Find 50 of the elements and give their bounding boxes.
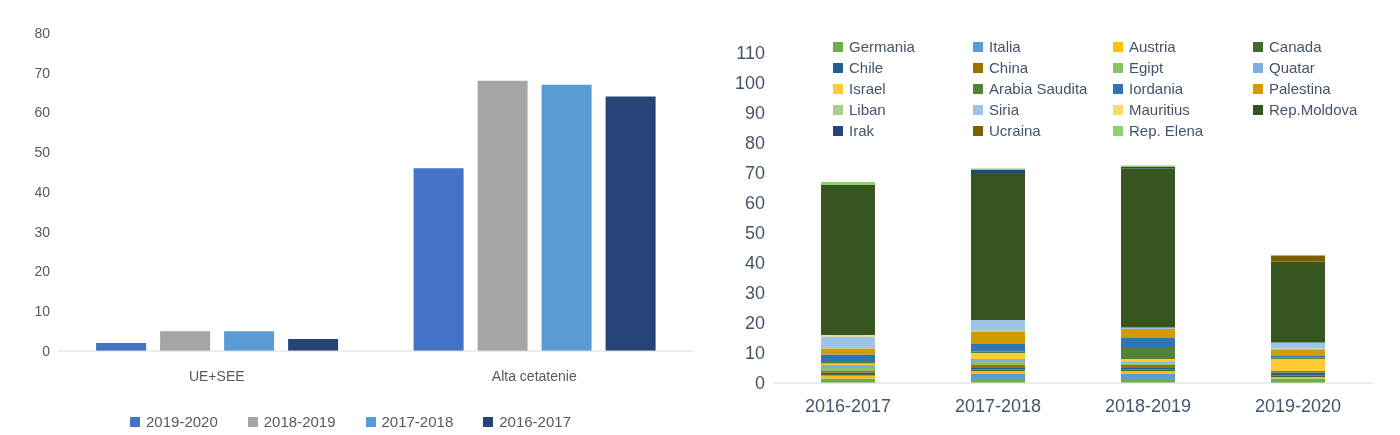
x-tick-label: 2017-2018 [954,395,1042,416]
legend-label: Egipt [1129,58,1164,78]
x-tick-label: 2018-2019 [1104,395,1192,416]
y-tick-label: 10 [744,343,765,364]
legend-label: 2019-2020 [146,412,218,432]
legend-label: Rep.Moldova [1269,100,1358,120]
legend-label: Siria [989,100,1020,120]
legend-label: Germania [849,37,915,57]
y-tick-label: 30 [744,283,765,304]
y-tick-label: 70 [744,163,765,184]
y-tick-label: 40 [34,183,51,200]
y-tick-label: 0 [42,342,51,359]
y-tick-label: 80 [34,24,51,41]
y-tick-label: 80 [744,133,765,154]
legend-label: Iordania [1129,79,1184,99]
y-tick-label: 60 [744,193,765,214]
x-tick-label: 2016-2017 [804,395,892,416]
y-tick-label: 60 [34,104,51,121]
legend-label: Israel [849,79,886,99]
legend-label: Canada [1269,37,1322,57]
legend-label: Chile [849,58,884,78]
y-tick-label: 50 [34,144,51,161]
y-tick-label: 10 [34,303,51,320]
legend-label: 2018-2019 [263,412,336,432]
legend-label: Liban [849,100,886,120]
y-tick-label: 40 [744,253,765,274]
y-tick-label: 90 [744,103,765,124]
legend-label: Austria [1129,37,1176,57]
y-tick-label: 20 [744,313,765,334]
legend-label: Ucraina [989,121,1041,141]
y-tick-label: 100 [734,73,765,94]
legend-label: 2016-2017 [499,412,571,432]
y-tick-label: 50 [744,223,765,244]
y-tick-label: 0 [754,373,765,394]
y-tick-label: 30 [34,223,51,240]
x-tick-label: Alta cetatenie [491,367,577,384]
x-tick-label: 2019-2020 [1254,395,1342,416]
legend-label: Palestina [1269,79,1331,99]
y-tick-label: 70 [34,64,51,81]
x-tick-label: UE+SEE [188,367,245,384]
y-tick-label: 20 [34,263,51,280]
legend-label: Irak [849,121,875,141]
legend-label: Mauritius [1129,100,1190,120]
legend-label: China [989,58,1029,78]
legend-label: Arabia Saudita [989,79,1088,99]
legend-label: Italia [989,37,1021,57]
legend-label: Quatar [1269,58,1315,78]
legend-label: Rep. Elena [1129,121,1204,141]
y-tick-label: 110 [736,43,765,64]
legend-label: 2017-2018 [381,412,454,432]
